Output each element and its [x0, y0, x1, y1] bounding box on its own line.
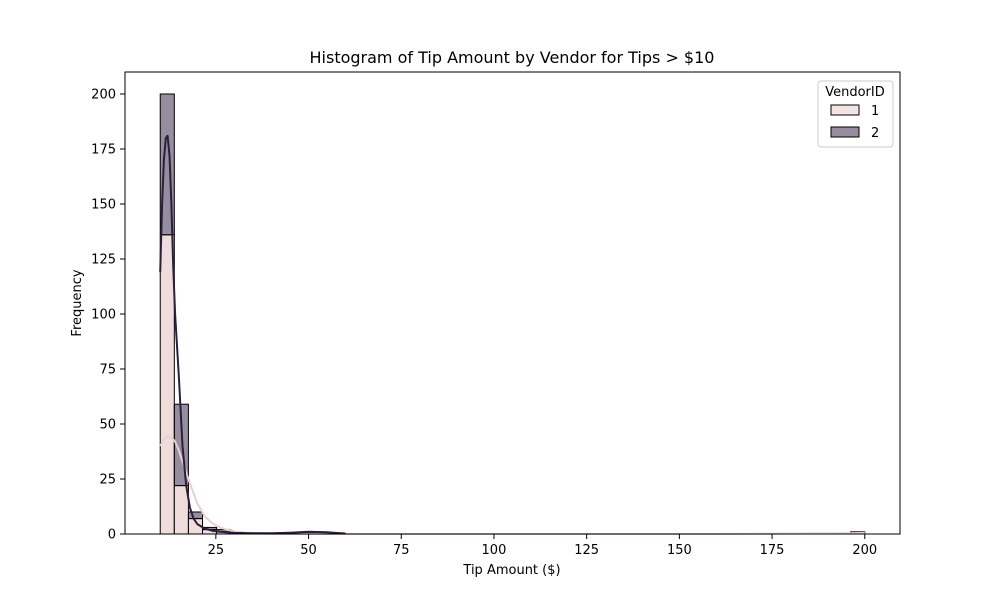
- plot-frame: [124, 71, 901, 535]
- legend-swatch-2: [830, 126, 860, 138]
- histogram-bar-vendor-1: [173, 485, 189, 535]
- y-tick-label: 175: [91, 143, 116, 158]
- x-tick-label: 100: [482, 543, 507, 558]
- y-tick-label: 50: [99, 418, 116, 433]
- histogram-bar-vendor-2: [187, 511, 203, 520]
- y-tick-label: 150: [91, 198, 116, 213]
- x-tick-label: 25: [208, 543, 225, 558]
- legend: VendorID 1 2: [817, 80, 894, 148]
- x-tick-label: 175: [760, 543, 785, 558]
- x-tick-label: 200: [852, 543, 877, 558]
- legend-title: VendorID: [825, 85, 885, 100]
- y-tick-label: 125: [91, 253, 116, 268]
- kde-curve-vendor-1: [159, 435, 865, 535]
- y-tick-label: 200: [91, 88, 116, 103]
- histogram-bar-vendor-1: [159, 234, 175, 535]
- x-tick-label: 150: [667, 543, 692, 558]
- legend-label-2: 2: [871, 126, 879, 141]
- kde-curve-vendor-2: [159, 134, 346, 535]
- y-axis-label: Frequency: [70, 269, 85, 336]
- x-axis-label: Tip Amount ($): [462, 563, 560, 578]
- x-tick-label: 75: [393, 543, 410, 558]
- y-tick-label: 75: [99, 363, 116, 378]
- x-tick-label: 125: [574, 543, 599, 558]
- x-axis: 25 50 75 100 125 150 175 200: [208, 534, 877, 558]
- y-tick-label: 25: [99, 473, 116, 488]
- legend-label-1: 1: [871, 104, 879, 119]
- x-tick-label: 50: [300, 543, 317, 558]
- y-axis: 0 25 50 75 100 125 150 175 200: [91, 88, 125, 543]
- chart-title: Histogram of Tip Amount by Vendor for Ti…: [310, 48, 715, 67]
- legend-swatch-1: [830, 104, 860, 116]
- y-tick-label: 100: [91, 308, 116, 323]
- plot-area: [159, 93, 866, 535]
- y-tick-label: 0: [108, 528, 116, 543]
